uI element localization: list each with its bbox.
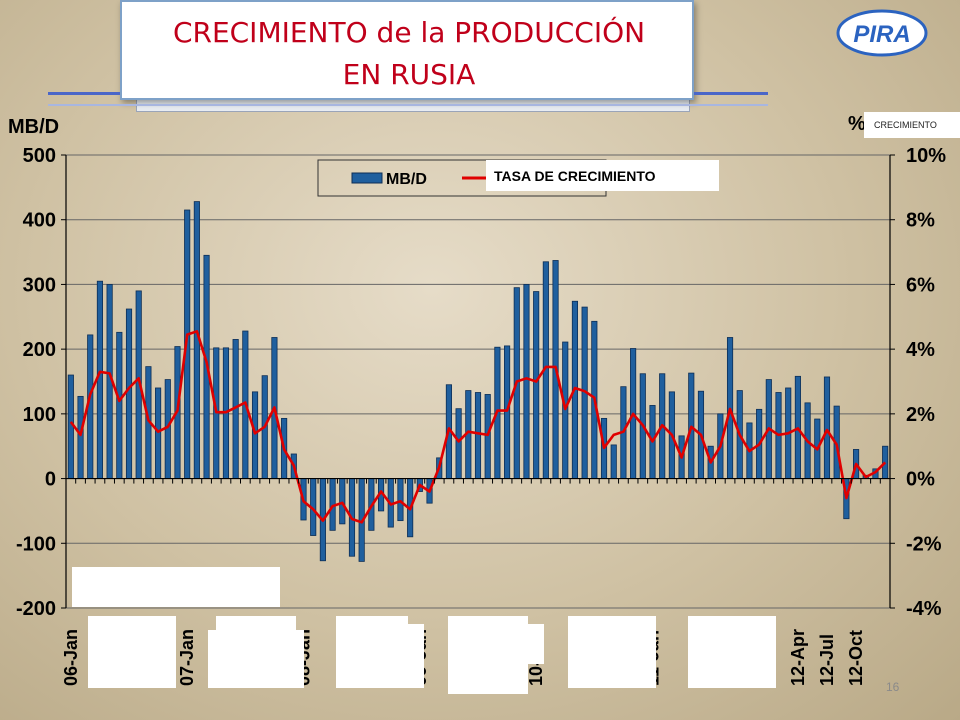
bar-series bbox=[67, 201, 889, 562]
title-rule-right bbox=[694, 92, 768, 95]
crecimiento-tag: CRECIMIENTO bbox=[864, 112, 960, 138]
axes bbox=[61, 154, 895, 609]
x-tick-label-8: 12-Jul bbox=[817, 634, 837, 686]
bar-47 bbox=[523, 284, 530, 479]
y2-tick-label-6: -2% bbox=[906, 533, 942, 555]
legend: MB/D TASA DE CRECIMIENTO bbox=[317, 159, 719, 197]
legend-bar-label: MB/D bbox=[386, 171, 427, 188]
bar-42 bbox=[474, 392, 482, 479]
bar-78 bbox=[823, 376, 831, 479]
y-tick-label-7: -200 bbox=[16, 598, 56, 620]
x-tick-label-1: 07-Jan bbox=[177, 629, 197, 686]
bar-40 bbox=[455, 408, 462, 479]
y-ticks-right: 10% 8% 6% 4% 2% 0% -2% -4% bbox=[906, 145, 946, 620]
bar-1 bbox=[77, 395, 84, 479]
mask-block-2b bbox=[208, 630, 304, 688]
title-box: CRECIMIENTO de la PRODUCCIÓN EN RUSIA bbox=[120, 0, 694, 100]
bar-0 bbox=[67, 374, 74, 479]
bar-45 bbox=[504, 345, 511, 479]
y2-tick-label-5: 0% bbox=[906, 469, 935, 491]
y-tick-label-6: -100 bbox=[16, 533, 56, 555]
bar-56 bbox=[610, 444, 617, 479]
y-ticks-left: 500 400 300 200 100 0 -100 -200 bbox=[16, 145, 56, 620]
x-tick-label-7: 12-Apr bbox=[788, 629, 808, 686]
bar-34 bbox=[397, 478, 404, 522]
y-tick-label-5: 0 bbox=[45, 469, 56, 491]
bar-43 bbox=[484, 394, 491, 479]
y-tick-label-0: 500 bbox=[23, 145, 56, 167]
title-rule-left bbox=[48, 92, 120, 95]
logo-text: PIRA bbox=[853, 21, 910, 48]
bar-28 bbox=[339, 478, 346, 525]
y-tick-label-3: 200 bbox=[23, 339, 56, 361]
y-tick-label-1: 400 bbox=[23, 210, 56, 232]
bar-9 bbox=[155, 387, 162, 479]
line-series bbox=[69, 329, 887, 524]
y-axis-unit-left: MB/D bbox=[8, 116, 60, 138]
mask-block-3b bbox=[336, 624, 424, 688]
title-rule-under bbox=[48, 104, 768, 106]
bar-19 bbox=[251, 391, 259, 479]
bar-3 bbox=[96, 280, 103, 479]
growth-rate-line bbox=[69, 329, 887, 524]
bar-48 bbox=[533, 291, 540, 479]
page-number: 16 bbox=[886, 680, 900, 694]
y-tick-label-2: 300 bbox=[23, 274, 56, 296]
bar-5 bbox=[116, 331, 123, 479]
y2-tick-label-2: 6% bbox=[906, 274, 935, 296]
x-tick-label-9: 12-Oct bbox=[846, 630, 866, 686]
mask-block-4b bbox=[448, 624, 544, 664]
bar-6 bbox=[125, 308, 133, 479]
y2-tick-label-4: 2% bbox=[906, 404, 935, 426]
mask-block-1 bbox=[88, 616, 176, 688]
mask-block-5 bbox=[568, 616, 656, 688]
y-tick-label-4: 100 bbox=[23, 404, 56, 426]
legend-bar-swatch bbox=[351, 172, 383, 184]
y2-tick-label-3: 4% bbox=[906, 339, 935, 361]
legend-line-label: TASA DE CRECIMIENTO bbox=[494, 168, 656, 184]
y2-tick-label-1: 8% bbox=[906, 210, 935, 232]
white-masks bbox=[72, 567, 776, 694]
x-tick-label-0: 06-Jan bbox=[61, 629, 81, 686]
slide-title: CRECIMIENTO de la PRODUCCIÓN EN RUSIA bbox=[172, 16, 646, 91]
pira-logo: PIRA bbox=[836, 9, 928, 57]
mask-block-6 bbox=[688, 616, 776, 688]
legend-line-label-box bbox=[486, 160, 719, 191]
y-axis-unit-right: % bbox=[848, 113, 866, 135]
mask-block-lower-left bbox=[72, 567, 280, 607]
y2-tick-label-0: 10% bbox=[906, 145, 946, 167]
y2-tick-label-7: -4% bbox=[906, 598, 942, 620]
